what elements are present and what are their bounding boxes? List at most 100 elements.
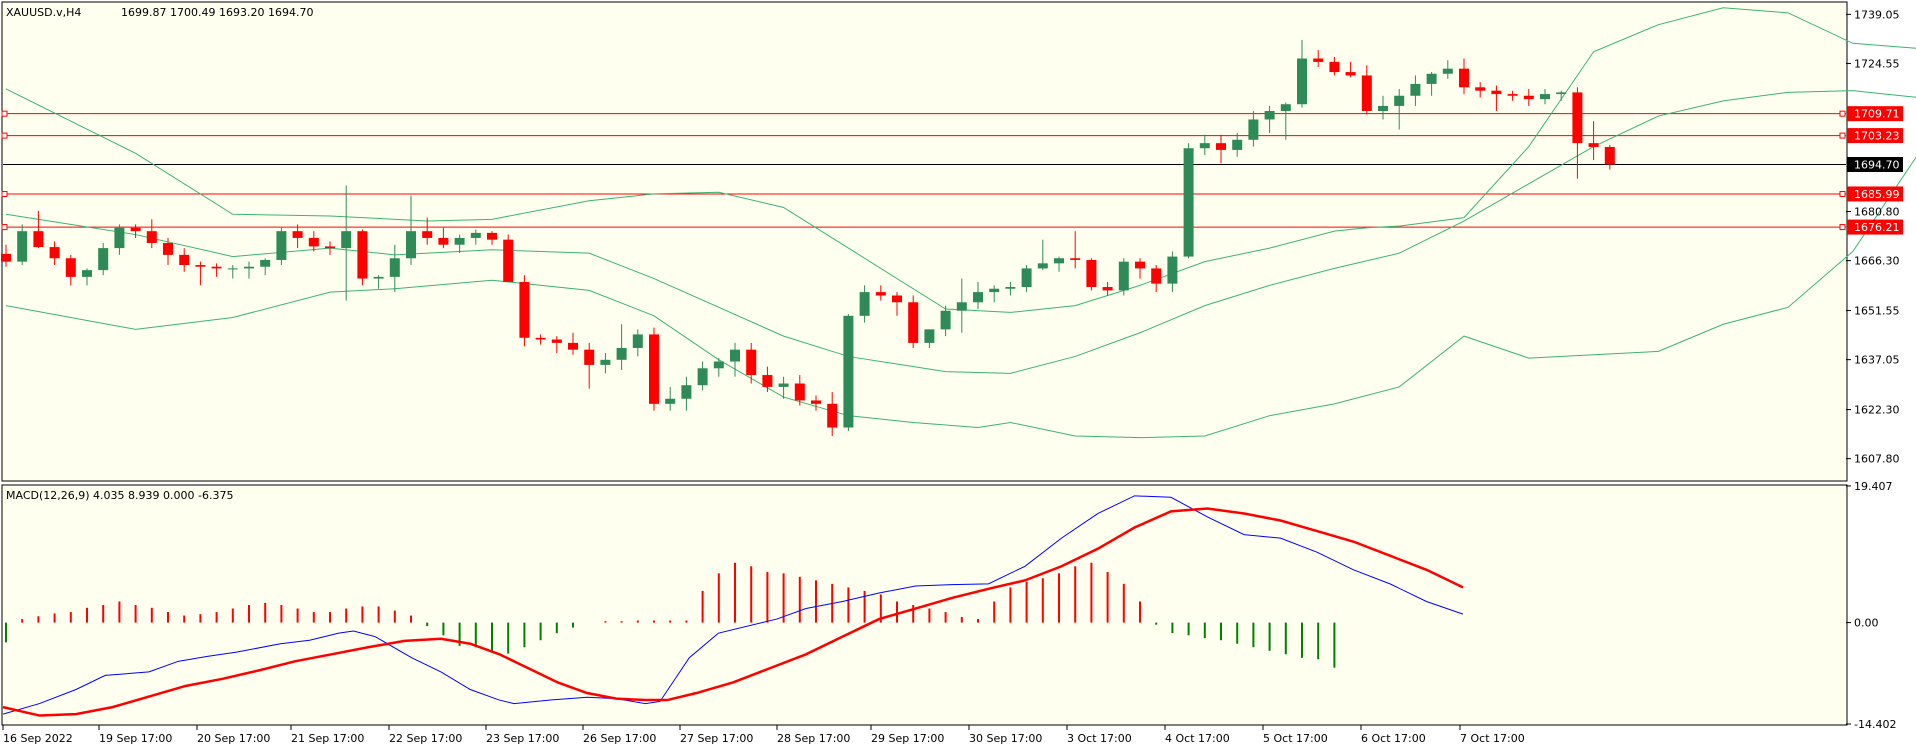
candle	[292, 224, 303, 249]
candle	[681, 376, 692, 411]
candle	[373, 275, 384, 289]
price-panel	[1, 7, 1916, 439]
candle-body	[454, 237, 465, 245]
candle	[163, 237, 173, 266]
candle-body	[227, 268, 238, 270]
level-anchor-left	[1, 224, 8, 231]
ohlc-readout: 1699.87 1700.49 1693.20 1694.70	[121, 6, 313, 19]
candle-body	[389, 258, 400, 277]
candle	[1021, 265, 1032, 293]
level-price-label: 1703.23	[1854, 130, 1900, 143]
candle	[989, 285, 1000, 303]
candle	[1378, 95, 1388, 120]
candle	[1086, 258, 1097, 291]
level-anchor-right	[1839, 110, 1846, 117]
candle	[762, 366, 773, 392]
candle-body	[762, 375, 773, 387]
candle-body	[519, 281, 530, 338]
candle-body	[940, 310, 951, 330]
candle-body	[730, 349, 740, 362]
candle-body	[1183, 148, 1194, 257]
price-tick-label: 1622.30	[1854, 404, 1900, 417]
level-price-tag	[1847, 219, 1903, 235]
level-anchor-right	[1839, 224, 1846, 231]
candle	[1264, 105, 1275, 133]
candle	[487, 231, 497, 245]
candle	[49, 241, 60, 266]
price-axis: 1739.05 1724.55 1680.80 1666.30 1651.55 1637.…	[1846, 8, 1903, 466]
candle-body	[195, 265, 206, 267]
candle-body	[973, 292, 983, 303]
candle-body	[406, 231, 416, 259]
candle	[1118, 258, 1129, 296]
candle	[195, 261, 206, 286]
candle-body	[551, 339, 562, 343]
candle-body	[697, 368, 708, 386]
candle	[130, 224, 141, 238]
candle	[1410, 75, 1421, 106]
candle	[1475, 82, 1486, 98]
candle-body	[843, 315, 854, 428]
time-tick-label: 6 Oct 17:00	[1361, 732, 1426, 745]
candle-body	[665, 398, 676, 404]
candle-body	[1086, 259, 1097, 288]
macd-title: MACD(12,26,9) 4.035 8.939 0.000 -6.375	[6, 489, 233, 502]
candle-body	[1102, 287, 1113, 291]
candle	[665, 386, 676, 411]
candle	[1394, 88, 1405, 130]
macd-axis: 19.407 0.00 -14.402	[1846, 480, 1896, 731]
candle	[1523, 88, 1534, 106]
time-tick-label: 28 Sep 17:00	[777, 732, 850, 745]
candle	[33, 210, 44, 249]
candle-body	[1070, 258, 1081, 260]
candle	[1459, 58, 1469, 95]
candle-body	[470, 232, 481, 238]
candle-body	[1345, 72, 1356, 76]
candle	[1426, 72, 1437, 96]
candle	[454, 234, 465, 254]
candle	[389, 244, 400, 293]
candle-body	[746, 349, 757, 376]
level-anchor-left	[1, 110, 8, 117]
candle-body	[163, 243, 173, 255]
candle	[114, 224, 125, 255]
candle	[1232, 132, 1243, 157]
candle	[1442, 60, 1453, 79]
candle	[713, 358, 724, 377]
candle-body	[17, 231, 28, 262]
candle-body	[908, 302, 919, 343]
candle-body	[1394, 95, 1405, 106]
candle-body	[487, 232, 497, 240]
candle-body	[1572, 92, 1583, 144]
candle-body	[1523, 95, 1534, 100]
candle	[973, 281, 983, 310]
candle	[325, 241, 335, 255]
candle-body	[33, 231, 44, 248]
candle	[1572, 87, 1583, 179]
candle-body	[568, 342, 578, 350]
level-anchor-right	[1839, 132, 1846, 139]
candle	[875, 285, 886, 301]
candle-body	[1297, 58, 1307, 105]
candle-body	[875, 292, 886, 296]
macd-tick-label: 0.00	[1854, 617, 1879, 630]
candle	[1070, 231, 1081, 269]
candle-body	[438, 237, 449, 245]
candle-body	[325, 246, 335, 249]
candle-body	[1151, 268, 1162, 284]
level-price-tag	[1847, 128, 1903, 144]
price-tick-label: 1739.05	[1854, 8, 1900, 21]
candle	[519, 275, 530, 347]
candle	[859, 285, 870, 323]
level-anchor-left	[1, 132, 8, 139]
candle	[244, 261, 254, 279]
candle	[1005, 281, 1016, 296]
candle-body	[859, 292, 870, 316]
candle	[600, 353, 611, 374]
level-anchor-left	[1, 190, 8, 197]
candle-body	[892, 295, 902, 303]
time-tick-label: 5 Oct 17:00	[1263, 732, 1328, 745]
candle-body	[1054, 258, 1064, 264]
candle	[794, 375, 805, 406]
